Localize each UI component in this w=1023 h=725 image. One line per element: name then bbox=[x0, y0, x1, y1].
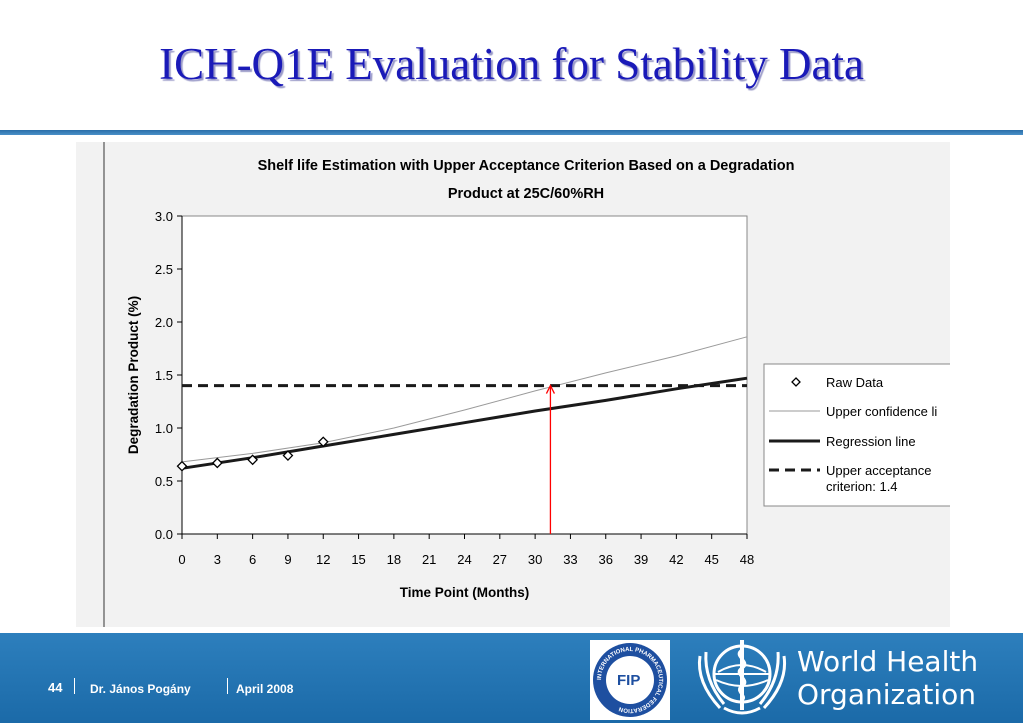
raw-data-point bbox=[282, 450, 294, 461]
x-tick-label: 36 bbox=[599, 552, 613, 567]
slide-title: ICH-Q1E Evaluation for Stability Data bbox=[159, 39, 864, 89]
y-tick-label: 2.0 bbox=[155, 315, 173, 330]
shelf-life-arrow-head bbox=[545, 384, 556, 394]
raw-data-point bbox=[317, 436, 329, 448]
x-tick-label: 39 bbox=[634, 552, 648, 567]
legend-label: Raw Data bbox=[826, 375, 884, 390]
x-tick-label: 30 bbox=[528, 552, 542, 567]
author-name: Dr. János Pogány bbox=[90, 682, 191, 696]
y-tick-label: 3.0 bbox=[155, 209, 173, 224]
x-tick-label: 12 bbox=[316, 552, 330, 567]
fip-logo: INTERNATIONAL PHARMACEUTICAL FEDERATION … bbox=[590, 640, 670, 720]
x-tick-label: 33 bbox=[563, 552, 577, 567]
page-number: 44 bbox=[48, 680, 63, 695]
presentation-date: April 2008 bbox=[236, 682, 294, 696]
title-rule bbox=[0, 130, 1023, 135]
x-tick-label: 18 bbox=[387, 552, 401, 567]
chart-frame: Shelf life Estimation with Upper Accepta… bbox=[76, 142, 950, 627]
footer-bar bbox=[0, 633, 1023, 723]
x-tick-label: 9 bbox=[284, 552, 291, 567]
y-axis-label: Degradation Product (%) bbox=[126, 296, 141, 454]
legend-box bbox=[763, 363, 950, 507]
legend-label: Upper acceptance bbox=[826, 463, 932, 478]
x-tick-label: 15 bbox=[351, 552, 365, 567]
legend-label: Upper confidence li bbox=[826, 404, 937, 419]
raw-data-point bbox=[211, 457, 223, 469]
series-thin-line bbox=[181, 336, 748, 463]
footer-divider bbox=[227, 678, 228, 694]
x-tick-label: 45 bbox=[704, 552, 718, 567]
x-tick-label: 27 bbox=[493, 552, 507, 567]
y-tick-label: 0.0 bbox=[155, 527, 173, 542]
y-tick-label: 0.5 bbox=[155, 474, 173, 489]
x-tick-label: 21 bbox=[422, 552, 436, 567]
footer-divider bbox=[74, 678, 75, 694]
stability-chart: Shelf life Estimation with Upper Accepta… bbox=[103, 142, 950, 627]
plot-area bbox=[181, 215, 748, 535]
x-tick-label: 0 bbox=[178, 552, 185, 567]
raw-data-point bbox=[176, 460, 188, 472]
y-tick-label: 1.0 bbox=[155, 421, 173, 436]
fip-logo-text: FIP bbox=[617, 672, 640, 689]
chart-subtitle: Product at 25C/60%RH bbox=[448, 186, 604, 202]
y-tick-label: 1.5 bbox=[155, 368, 173, 383]
x-tick-label: 3 bbox=[214, 552, 221, 567]
who-name-line1: World Health bbox=[797, 645, 979, 678]
x-tick-label: 48 bbox=[740, 552, 754, 567]
who-name-line2: Organization bbox=[797, 678, 977, 711]
x-tick-label: 42 bbox=[669, 552, 683, 567]
legend-label: criterion: 1.4 bbox=[826, 479, 898, 494]
x-tick-label: 24 bbox=[457, 552, 471, 567]
y-tick-label: 2.5 bbox=[155, 262, 173, 277]
series-thick-line bbox=[181, 376, 748, 470]
chart-title: Shelf life Estimation with Upper Accepta… bbox=[258, 158, 795, 174]
x-axis-label: Time Point (Months) bbox=[400, 585, 530, 600]
who-emblem-icon bbox=[694, 636, 790, 725]
legend-label: Regression line bbox=[826, 434, 916, 449]
x-tick-label: 6 bbox=[249, 552, 256, 567]
legend-raw-data-marker bbox=[791, 377, 801, 387]
raw-data-point bbox=[247, 454, 259, 466]
